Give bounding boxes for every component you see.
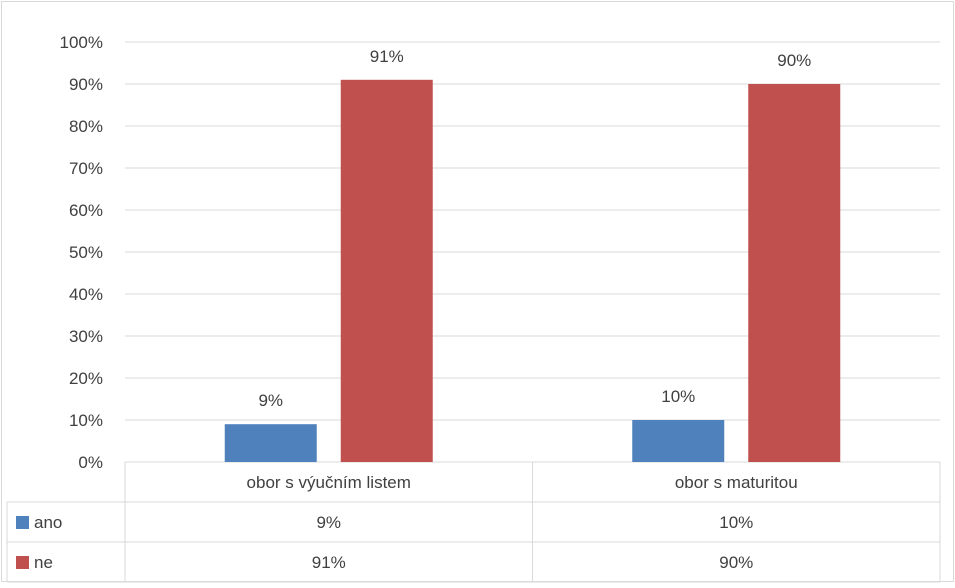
data-table: obor s výučním listem obor s maturitou ano… bbox=[6, 462, 941, 583]
y-tick-label: 90% bbox=[69, 75, 103, 94]
y-tick-label: 70% bbox=[69, 159, 103, 178]
bar-ano-1 bbox=[632, 420, 725, 462]
bar-ne-1 bbox=[748, 84, 841, 462]
data-label-ne-1: 90% bbox=[777, 51, 811, 70]
table-cell-ne-1: 90% bbox=[719, 553, 753, 572]
legend-swatch-ne bbox=[16, 556, 29, 569]
bar-ano-0 bbox=[224, 424, 317, 462]
bar-ne-0 bbox=[340, 79, 433, 463]
legend-label-ano: ano bbox=[34, 513, 62, 532]
category-label: obor s maturitou bbox=[675, 473, 798, 492]
y-tick-label: 20% bbox=[69, 369, 103, 388]
data-label-ne-0: 91% bbox=[370, 47, 404, 66]
data-label-ano-1: 10% bbox=[661, 387, 695, 406]
y-tick-label: 30% bbox=[69, 327, 103, 346]
table-cell-ne-0: 91% bbox=[312, 553, 346, 572]
y-tick-label: 80% bbox=[69, 117, 103, 136]
table-cell-ano-1: 10% bbox=[719, 513, 753, 532]
y-tick-label: 0% bbox=[78, 453, 103, 472]
y-tick-label: 100% bbox=[60, 33, 103, 52]
y-tick-label: 50% bbox=[69, 243, 103, 262]
data-labels: 9% 91% 10% 90% bbox=[258, 47, 811, 410]
category-label: obor s výučním listem bbox=[247, 473, 411, 492]
legend-swatch-ano bbox=[16, 516, 29, 529]
table-cell-ano-0: 9% bbox=[316, 513, 341, 532]
y-tick-label: 40% bbox=[69, 285, 103, 304]
bars bbox=[224, 79, 841, 463]
data-label-ano-0: 9% bbox=[258, 391, 283, 410]
legend-label-ne: ne bbox=[34, 553, 53, 572]
y-axis-tick-labels: 0% 10% 20% 30% 40% 50% 60% 70% 80% 90% 100% bbox=[60, 33, 103, 472]
y-tick-label: 60% bbox=[69, 201, 103, 220]
y-tick-label: 10% bbox=[69, 411, 103, 430]
